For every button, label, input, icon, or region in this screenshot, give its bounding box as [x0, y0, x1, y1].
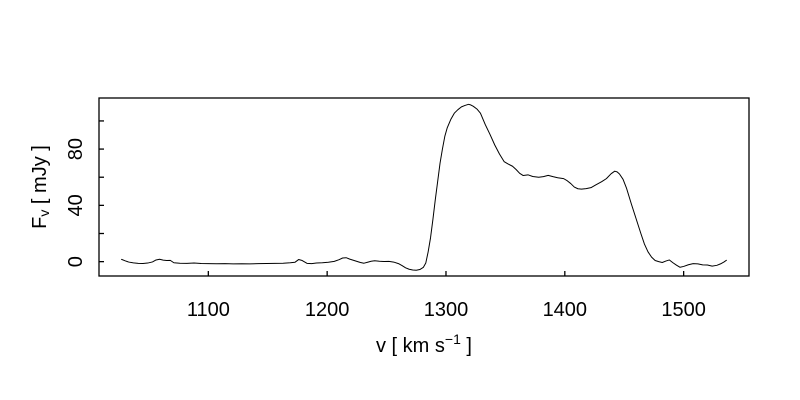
x-axis-label: v [ km s−1 ] [376, 331, 472, 357]
y-tick-label: 0 [65, 256, 87, 267]
x-tick-label: 1400 [543, 299, 588, 321]
x-tick-label: 1500 [661, 299, 706, 321]
x-tick-label: 1200 [305, 299, 350, 321]
y-tick-label: 80 [65, 138, 87, 160]
x-tick-label: 1100 [187, 299, 230, 321]
plot-frame [98, 97, 750, 277]
spectrum-line [121, 103, 727, 271]
y-axis-label: Fv [ mJy ] [29, 145, 52, 229]
y-tick-label: 40 [65, 194, 87, 216]
x-tick-label: 1300 [424, 299, 469, 321]
